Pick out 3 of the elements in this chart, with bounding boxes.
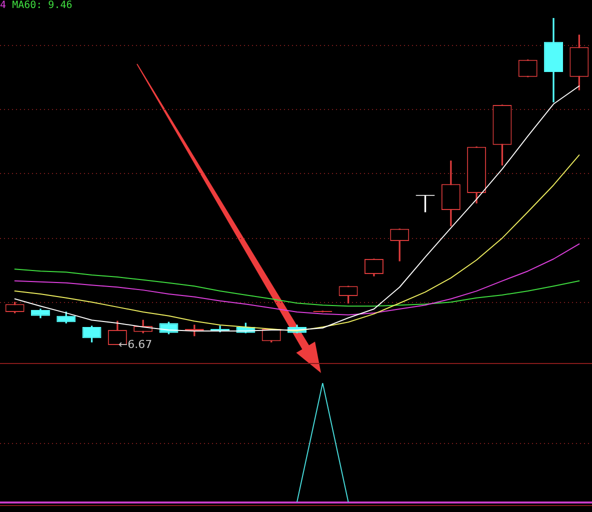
annotation: ←6.67: [118, 338, 152, 351]
text: 4: [0, 0, 6, 11]
text: MA60: 9.46: [12, 0, 72, 11]
